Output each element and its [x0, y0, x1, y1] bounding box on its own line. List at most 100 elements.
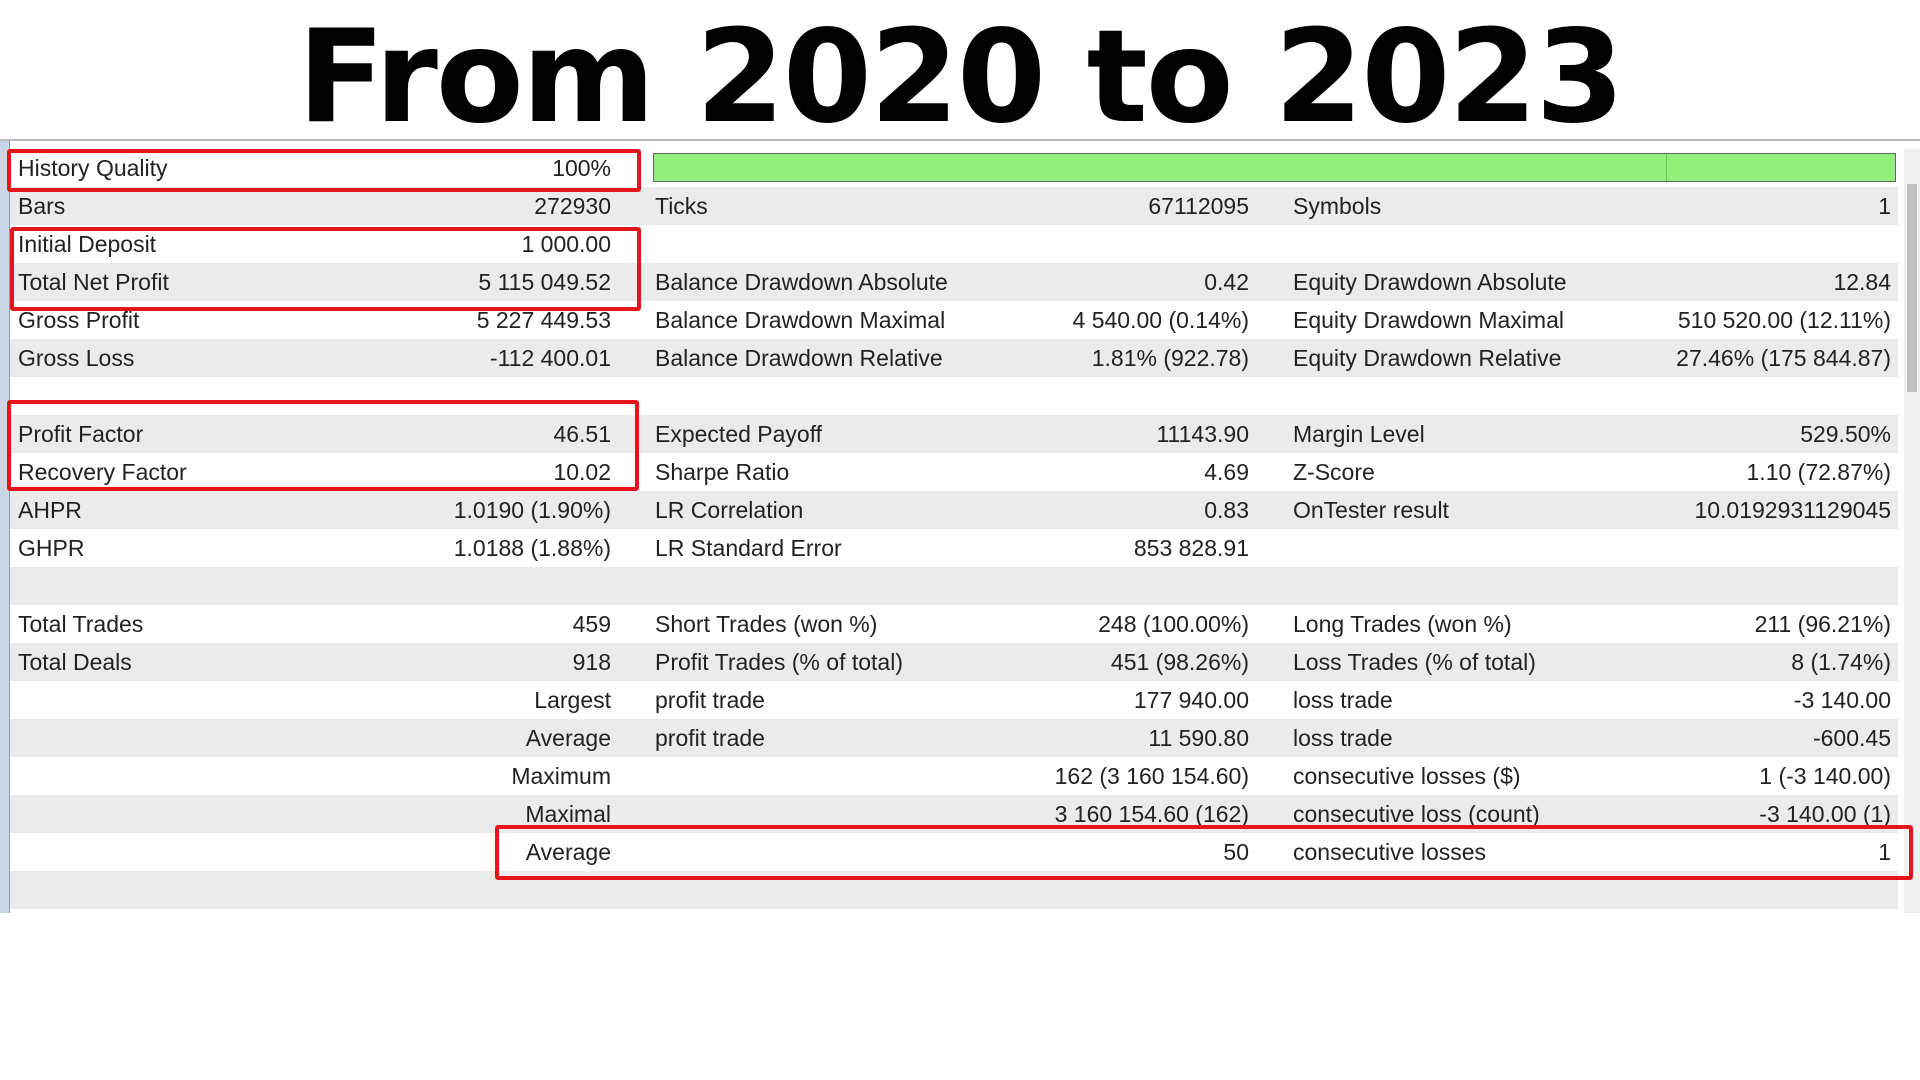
cell-label: Balance Drawdown Relative	[655, 345, 943, 371]
scrollbar[interactable]	[1904, 149, 1920, 913]
cell-value: 272930	[534, 193, 611, 219]
cell-label: Gross Loss	[18, 345, 135, 371]
cell-value: 3 160 154.60 (162)	[1054, 801, 1249, 827]
table-row: AHPR 1.0190 (1.90%) LR Correlation 0.83 OnTe…	[10, 491, 1898, 529]
cell-label: GHPR	[18, 535, 85, 561]
cell-value: -600.45	[1812, 725, 1891, 751]
cell-value: 853 828.91	[1133, 535, 1249, 561]
cell-label: profit trade	[655, 687, 765, 713]
cell-label: consecutive losses	[1293, 839, 1487, 865]
cell-value: 10.0192931129045	[1694, 497, 1891, 523]
cell-value: 1	[1878, 839, 1891, 865]
cell-value: 1.0188 (1.88%)	[453, 535, 611, 561]
cell-value: 459	[572, 611, 611, 637]
cell-label: Long Trades (won %)	[1293, 611, 1512, 637]
cell-value: 177 940.00	[1133, 687, 1249, 713]
cell-label: Profit Trades (% of total)	[655, 649, 903, 675]
table-row: Average 50 consecutive losses 1	[10, 833, 1898, 871]
cell-label: consecutive loss (count)	[1293, 801, 1540, 827]
cell-value: Largest	[534, 687, 611, 713]
cell-label: History Quality	[18, 155, 168, 181]
cell-label: Equity Drawdown Maximal	[1293, 307, 1564, 333]
cell-value: 0.83	[1204, 497, 1249, 523]
cell-value: 4 540.00 (0.14%)	[1072, 307, 1249, 333]
table-row: Total Trades 459 Short Trades (won %) 248 (…	[10, 605, 1898, 643]
cell-label: Total Trades	[18, 611, 144, 637]
cell-value: 162 (3 160 154.60)	[1054, 763, 1249, 789]
table-row: Average profit trade 11 590.80 loss trade -6…	[10, 719, 1898, 757]
cell-label: Equity Drawdown Absolute	[1293, 269, 1567, 295]
cell-label: AHPR	[18, 497, 82, 523]
cell-label: Symbols	[1293, 193, 1382, 219]
cell-value: 1.10 (72.87%)	[1746, 459, 1891, 485]
cell-label: consecutive losses ($)	[1293, 763, 1521, 789]
table-row: Largest profit trade 177 940.00 loss trade -…	[10, 681, 1898, 719]
cell-label: Short Trades (won %)	[655, 611, 878, 637]
cell-label: Loss Trades (% of total)	[1293, 649, 1536, 675]
cell-value: Average	[525, 839, 611, 865]
cell-label: Total Deals	[18, 649, 132, 675]
title: From 2020 to 2023	[297, 3, 1625, 152]
scroll-thumb[interactable]	[1907, 184, 1917, 392]
table-row: Gross Profit 5 227 449.53 Balance Drawdown…	[10, 301, 1898, 339]
cell-value: 5 115 049.52	[478, 269, 611, 295]
table-row	[10, 567, 1898, 605]
table-row: Gross Loss -112 400.01 Balance Drawdown Re…	[10, 339, 1898, 377]
cell-label: Profit Factor	[18, 421, 144, 447]
cell-value: 1 (-3 140.00)	[1759, 763, 1891, 789]
cell-value: 0.42	[1204, 269, 1249, 295]
cell-label: profit trade	[655, 725, 765, 751]
side-strip	[0, 141, 10, 913]
cell-value: 67112095	[1148, 193, 1249, 219]
table-row: Maximum 162 (3 160 154.60) consecutive los…	[10, 757, 1898, 795]
cell-label: LR Standard Error	[655, 535, 842, 561]
cell-value: 100%	[552, 155, 611, 181]
cell-value: 918	[572, 649, 611, 675]
cell-label: Total Net Profit	[18, 269, 169, 295]
cell-value: 1.0190 (1.90%)	[453, 497, 611, 523]
table-row	[10, 377, 1898, 415]
cell-value: 27.46% (175 844.87)	[1676, 345, 1891, 371]
cell-value: Average	[525, 725, 611, 751]
table-row: Bars 272930 Ticks 67112095 Symbols 1	[10, 187, 1898, 225]
cell-value: 5 227 449.53	[476, 307, 611, 333]
highlight-box	[7, 400, 639, 491]
cell-label: Balance Drawdown Maximal	[655, 307, 946, 333]
cell-value: 248 (100.00%)	[1098, 611, 1249, 637]
cell-value: 4.69	[1204, 459, 1249, 485]
table-row: Total Deals 918 Profit Trades (% of total)…	[10, 643, 1898, 681]
highlight-box	[7, 149, 641, 192]
cell-label: Sharpe Ratio	[655, 459, 790, 485]
cell-value: -3 140.00	[1793, 687, 1891, 713]
cell-label: Equity Drawdown Relative	[1293, 345, 1562, 371]
cell-value: 46.51	[553, 421, 611, 447]
cell-label: loss trade	[1293, 725, 1393, 751]
cell-label: Margin Level	[1293, 421, 1425, 447]
cell-label: Z-Score	[1293, 459, 1375, 485]
cell-value: 451 (98.26%)	[1110, 649, 1249, 675]
table-row: Initial Deposit 1 000.00	[10, 225, 1898, 263]
cell-value: 1 000.00	[521, 231, 611, 257]
cell-value: 8 (1.74%)	[1791, 649, 1891, 675]
cell-label: Expected Payoff	[655, 421, 823, 447]
cell-label: Recovery Factor	[18, 459, 187, 485]
cell-value: Maximal	[525, 801, 611, 827]
highlight-box	[10, 227, 641, 311]
quality-bar	[653, 153, 1896, 182]
cell-value: 510 520.00 (12.11%)	[1677, 307, 1891, 333]
cell-value: 11143.90	[1156, 421, 1249, 447]
cell-label: loss trade	[1293, 687, 1393, 713]
cell-value: 50	[1223, 839, 1249, 865]
cell-value: -112 400.01	[489, 345, 611, 371]
cell-label: Ticks	[655, 193, 708, 219]
cell-label: Gross Profit	[18, 307, 140, 333]
cell-value: 10.02	[553, 459, 611, 485]
table-row: GHPR 1.0188 (1.88%) LR Standard Error 853 8…	[10, 529, 1898, 567]
table-row: Profit Factor 46.51 Expected Payoff 11143.9…	[10, 415, 1898, 453]
cell-label: LR Correlation	[655, 497, 804, 523]
table-row: Recovery Factor 10.02 Sharpe Ratio 4.69 Z-Sc…	[10, 453, 1898, 491]
divider	[0, 139, 1920, 141]
cell-value: 1.81% (922.78)	[1091, 345, 1249, 371]
cell-value: 11 590.80	[1148, 725, 1249, 751]
